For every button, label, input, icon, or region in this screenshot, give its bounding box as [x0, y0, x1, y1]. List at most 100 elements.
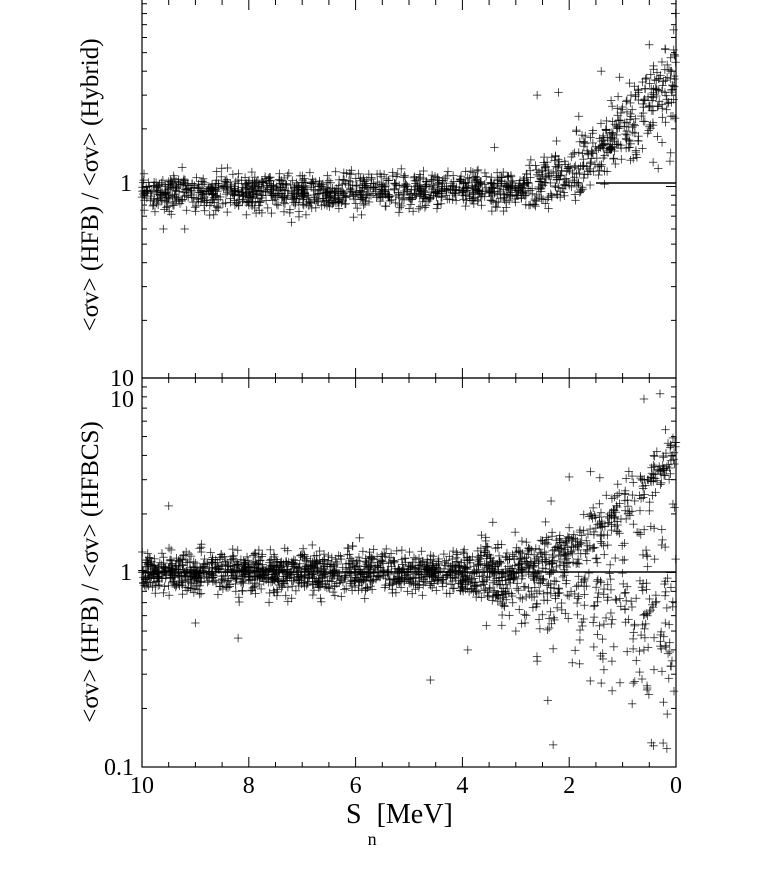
data-point — [328, 587, 338, 597]
data-point — [631, 90, 640, 100]
data-point — [217, 172, 226, 181]
data-point — [367, 585, 377, 594]
data-point — [597, 67, 606, 76]
data-point — [359, 200, 368, 210]
data-point — [375, 169, 385, 179]
data-point — [238, 586, 247, 596]
bottom-ytick-1: 1 — [120, 560, 132, 586]
data-point — [262, 181, 271, 190]
data-point — [572, 582, 581, 591]
data-point — [385, 191, 394, 201]
data-point — [535, 545, 544, 554]
data-point — [429, 175, 438, 184]
data-point — [575, 635, 585, 645]
data-point — [621, 588, 630, 597]
data-point — [552, 136, 561, 146]
data-point — [364, 169, 374, 179]
data-point — [319, 196, 328, 205]
data-point — [574, 592, 583, 601]
x-tick-label: 10 — [130, 773, 154, 799]
data-point — [430, 172, 440, 181]
data-point — [358, 547, 368, 556]
data-point — [589, 503, 598, 513]
data-point — [595, 473, 604, 482]
data-point — [187, 179, 197, 188]
data-point — [666, 148, 675, 157]
data-point — [212, 201, 222, 211]
data-point — [221, 183, 231, 192]
data-point — [540, 163, 550, 172]
data-point — [270, 192, 279, 202]
data-point — [567, 182, 576, 192]
data-point — [592, 553, 601, 563]
data-point — [589, 612, 599, 622]
data-point — [412, 175, 421, 185]
data-point — [661, 425, 670, 434]
data-point — [667, 656, 677, 666]
data-point — [532, 165, 541, 175]
data-point — [645, 594, 654, 604]
data-point — [645, 40, 654, 49]
data-point — [433, 187, 442, 196]
data-point — [311, 186, 320, 196]
data-point — [517, 193, 526, 202]
data-point — [263, 203, 272, 213]
data-point — [666, 74, 675, 83]
data-point — [656, 480, 665, 489]
data-point — [319, 555, 329, 564]
data-point — [657, 525, 666, 534]
data-point — [178, 195, 187, 204]
data-point — [309, 185, 318, 194]
data-point — [579, 526, 588, 535]
data-point — [415, 202, 425, 211]
data-point — [489, 179, 499, 189]
data-point — [651, 591, 661, 600]
data-point — [636, 530, 645, 539]
data-point — [617, 155, 626, 164]
data-point — [353, 203, 362, 213]
data-point — [505, 191, 515, 200]
data-point — [630, 121, 640, 130]
top-panel-points — [137, 9, 680, 234]
data-point — [164, 501, 173, 511]
data-point — [461, 201, 470, 211]
data-point — [290, 200, 300, 210]
data-point — [547, 192, 557, 202]
data-point — [601, 613, 611, 623]
data-point — [499, 167, 508, 177]
data-point — [322, 188, 331, 197]
data-point — [512, 584, 522, 593]
data-point — [666, 112, 676, 121]
data-point — [482, 172, 491, 181]
data-point — [586, 467, 595, 476]
data-point — [343, 543, 352, 553]
data-point — [602, 116, 611, 126]
data-point — [359, 173, 368, 182]
data-point — [468, 168, 478, 177]
data-point — [249, 551, 258, 560]
data-point — [608, 142, 617, 151]
data-point — [557, 598, 566, 608]
x-axis-symbol: S — [346, 799, 362, 830]
data-point — [599, 620, 609, 629]
data-point — [361, 196, 370, 206]
data-point — [418, 197, 427, 206]
data-point — [599, 153, 608, 163]
data-point — [403, 587, 412, 596]
data-point — [657, 540, 666, 550]
data-point — [576, 162, 585, 171]
data-point — [659, 77, 668, 86]
data-point — [511, 626, 520, 636]
data-point — [442, 185, 451, 194]
data-point — [377, 180, 386, 190]
data-point — [616, 116, 625, 125]
data-point — [557, 166, 566, 176]
data-point — [582, 556, 592, 565]
data-point — [625, 143, 634, 152]
data-point — [642, 550, 651, 560]
data-point — [481, 542, 491, 551]
data-point — [620, 555, 629, 565]
data-point — [409, 553, 419, 562]
data-point — [346, 170, 356, 179]
data-point — [490, 143, 499, 152]
